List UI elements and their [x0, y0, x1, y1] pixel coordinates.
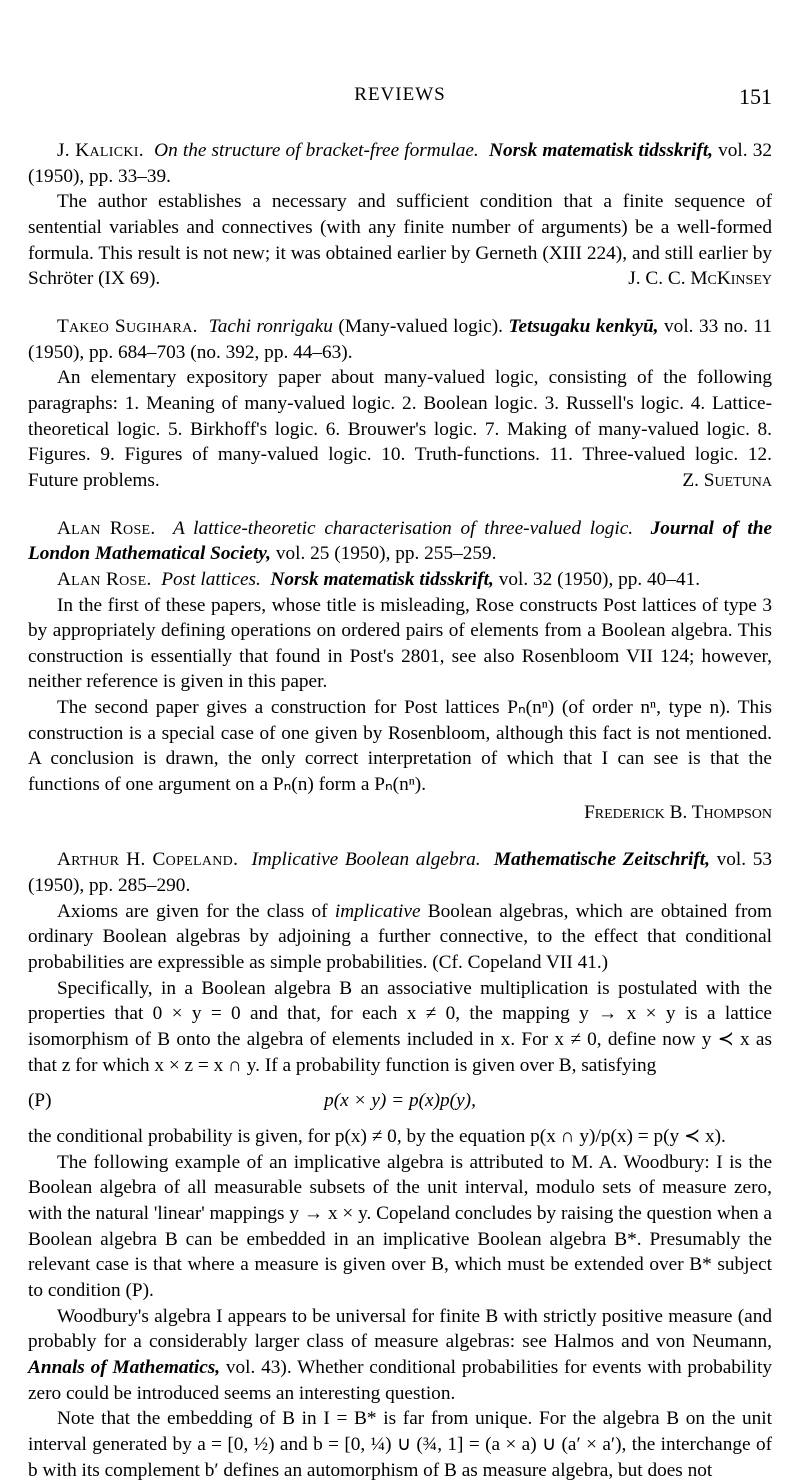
author-1: J. Kalicki.: [57, 140, 144, 161]
equation-body: p(x × y) = p(x)p(y),: [88, 1088, 712, 1114]
equation-row: (P) p(x × y) = p(x)p(y),: [28, 1088, 772, 1114]
title-3a: A lattice-theoretic characterisation of …: [173, 518, 633, 539]
reviewer-3: Frederick B. Thompson: [28, 800, 772, 826]
citation-2: Takeo Sugihara. Tachi ronrigaku (Many-va…: [28, 314, 772, 365]
body-1: The author establishes a necessary and s…: [28, 189, 772, 292]
body-4-post3-text: Woodbury's algebra I appears to be unive…: [28, 1306, 772, 1404]
citation-3b: Alan Rose. Post lattices. Norsk matemati…: [28, 567, 772, 593]
page: REVIEWS 151 J. Kalicki. On the structure…: [0, 0, 800, 1364]
title-4: Implicative Boolean algebra.: [252, 849, 481, 870]
body-4-post2: The following example of an implicative …: [28, 1150, 772, 1304]
body-3-p2: The second paper gives a construction fo…: [28, 695, 772, 798]
body-4-post3: Woodbury's algebra I appears to be unive…: [28, 1304, 772, 1407]
review-entry-2: Takeo Sugihara. Tachi ronrigaku (Many-va…: [28, 314, 772, 494]
reviewer-1: J. C. C. McKinsey: [599, 266, 772, 292]
reviewer-2: Z. Suetuna: [653, 468, 772, 494]
vol-3b: vol. 32 (1950), pp. 40–41.: [499, 569, 700, 590]
body-4-post4: Note that the embedding of B in I = B* i…: [28, 1406, 772, 1483]
author-2: Takeo Sugihara.: [57, 316, 198, 337]
journal-4: Mathematische Zeitschrift,: [494, 849, 710, 870]
review-entry-3: Alan Rose. A lattice-theoretic character…: [28, 516, 772, 826]
citation-3a: Alan Rose. A lattice-theoretic character…: [28, 516, 772, 567]
page-header: REVIEWS 151: [28, 82, 772, 108]
title-3b: Post lattices.: [161, 569, 261, 590]
body-2: An elementary expository paper about man…: [28, 365, 772, 493]
page-number: 151: [739, 82, 772, 111]
author-3a: Alan Rose.: [57, 518, 156, 539]
journal-3b: Norsk matematisk tidsskrift,: [270, 569, 493, 590]
paren-2: (Many-valued logic).: [333, 316, 509, 337]
body-4-pre1: Axioms are given for the class of implic…: [28, 899, 772, 976]
review-entry-4: Arthur H. Copeland. Implicative Boolean …: [28, 847, 772, 1483]
citation-4: Arthur H. Copeland. Implicative Boolean …: [28, 847, 772, 898]
vol-3a: vol. 25 (1950), pp. 255–259.: [276, 543, 497, 564]
journal-2: Tetsugaku kenkyū,: [509, 316, 659, 337]
author-3b: Alan Rose.: [57, 569, 152, 590]
body-4-pre2: Specifically, in a Boolean algebra B an …: [28, 976, 772, 1079]
author-4: Arthur H. Copeland.: [57, 849, 238, 870]
header-title: REVIEWS: [354, 82, 445, 107]
journal-1: Norsk matematisk tidsskrift,: [489, 140, 713, 161]
body-4-post1: the conditional probability is given, fo…: [28, 1124, 772, 1150]
title-1: On the structure of bracket-free formula…: [154, 140, 479, 161]
body-3-p1: In the first of these papers, whose titl…: [28, 593, 772, 696]
equation-label: (P): [28, 1088, 88, 1114]
title-2: Tachi ronrigaku: [209, 316, 333, 337]
citation-1: J. Kalicki. On the structure of bracket-…: [28, 138, 772, 189]
review-entry-1: J. Kalicki. On the structure of bracket-…: [28, 138, 772, 292]
